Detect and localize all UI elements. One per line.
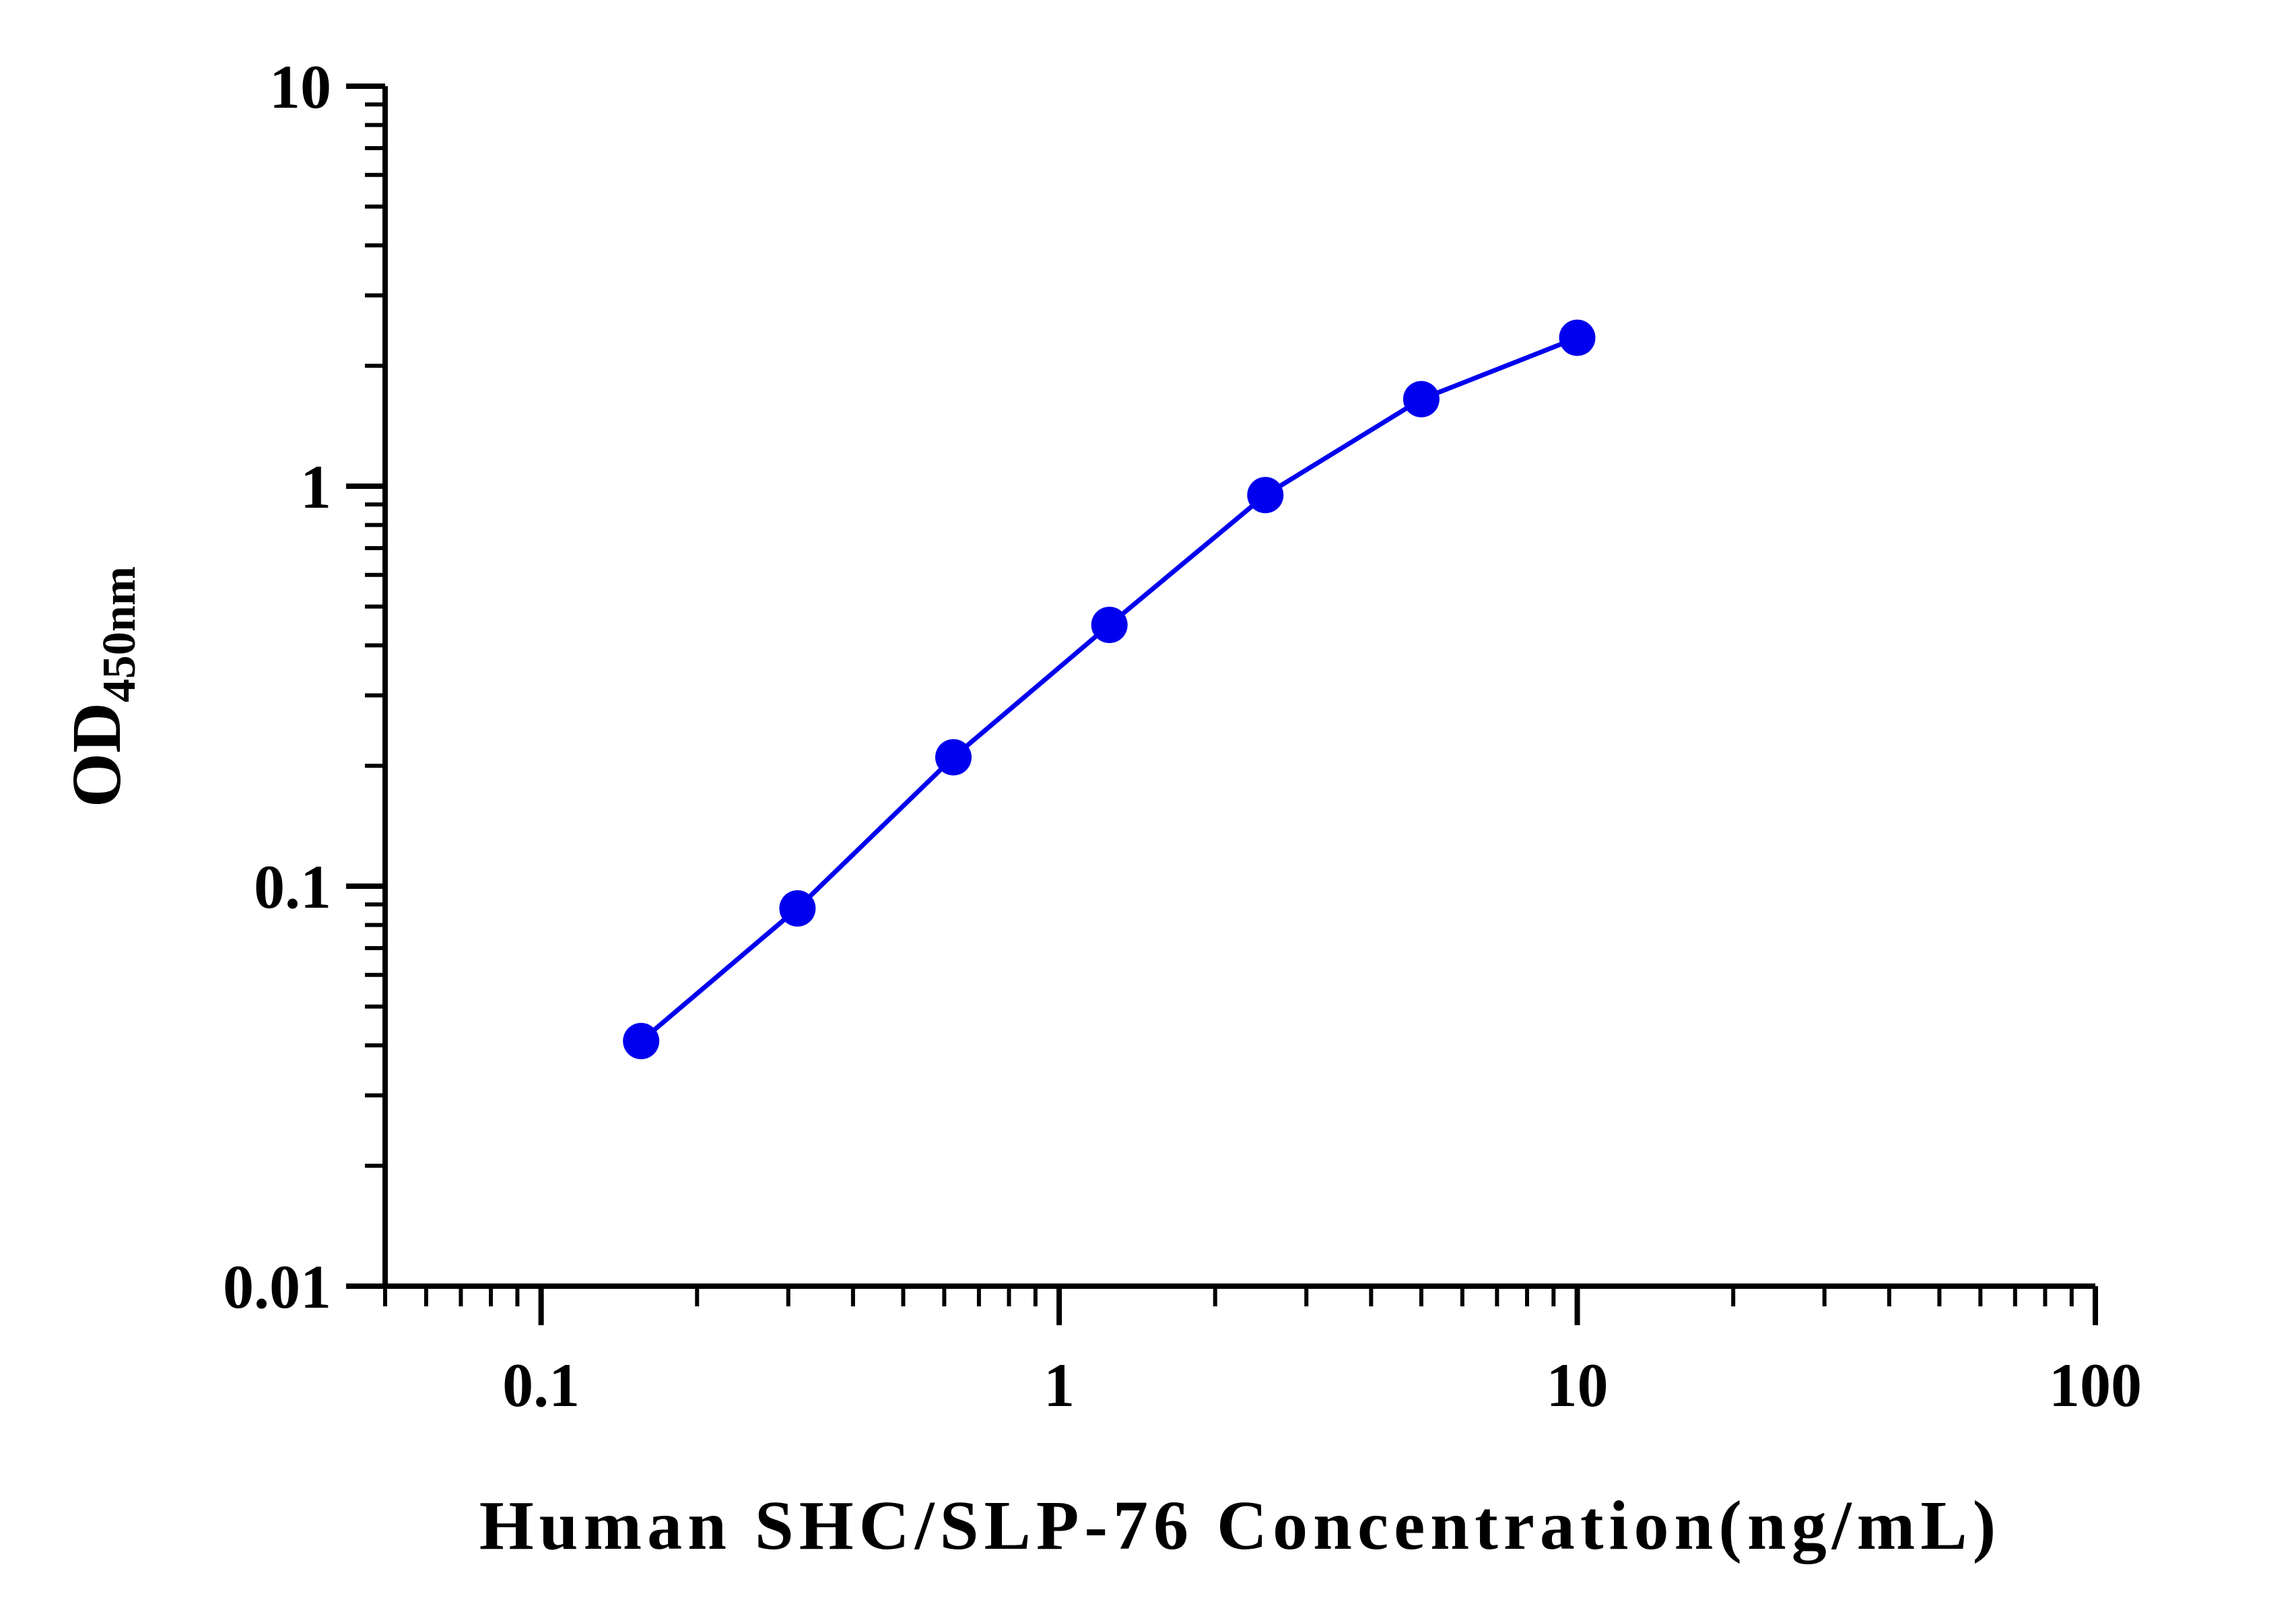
plot-area: 0.01 0.1 1 10 0.1 1 10 100 <box>223 53 2142 1419</box>
y-axis-ticks <box>346 83 385 1289</box>
data-point <box>779 890 816 927</box>
series-layer <box>623 319 1596 1059</box>
y-tick-label: 0.1 <box>254 853 331 921</box>
x-tick-label: 0.1 <box>502 1351 580 1419</box>
y-axis-title: OD450nm <box>58 566 145 807</box>
x-tick-label: 100 <box>2049 1351 2142 1419</box>
data-point <box>935 739 972 776</box>
x-axis-tick-labels: 0.1 1 10 100 <box>502 1351 2142 1419</box>
x-tick-label: 1 <box>1044 1351 1075 1419</box>
x-axis-ticks <box>383 1286 2098 1325</box>
data-point <box>1403 380 1440 417</box>
data-point <box>1247 477 1284 514</box>
y-tick-label: 0.01 <box>223 1252 331 1321</box>
y-axis-title-subscript: 450nm <box>94 566 145 702</box>
y-tick-label: 10 <box>269 53 331 121</box>
data-point <box>623 1023 660 1059</box>
series-line <box>639 335 1578 1043</box>
y-tick-label: 1 <box>300 453 331 521</box>
y-axis-tick-labels: 0.01 0.1 1 10 <box>223 53 331 1321</box>
data-point <box>1091 607 1128 643</box>
x-axis-title: Human SHC/SLP-76 Concentration(ng/mL) <box>479 1487 2002 1564</box>
y-axis-title-main: OD <box>58 702 135 807</box>
data-point <box>1559 319 1596 356</box>
x-tick-label: 10 <box>1547 1351 1609 1419</box>
